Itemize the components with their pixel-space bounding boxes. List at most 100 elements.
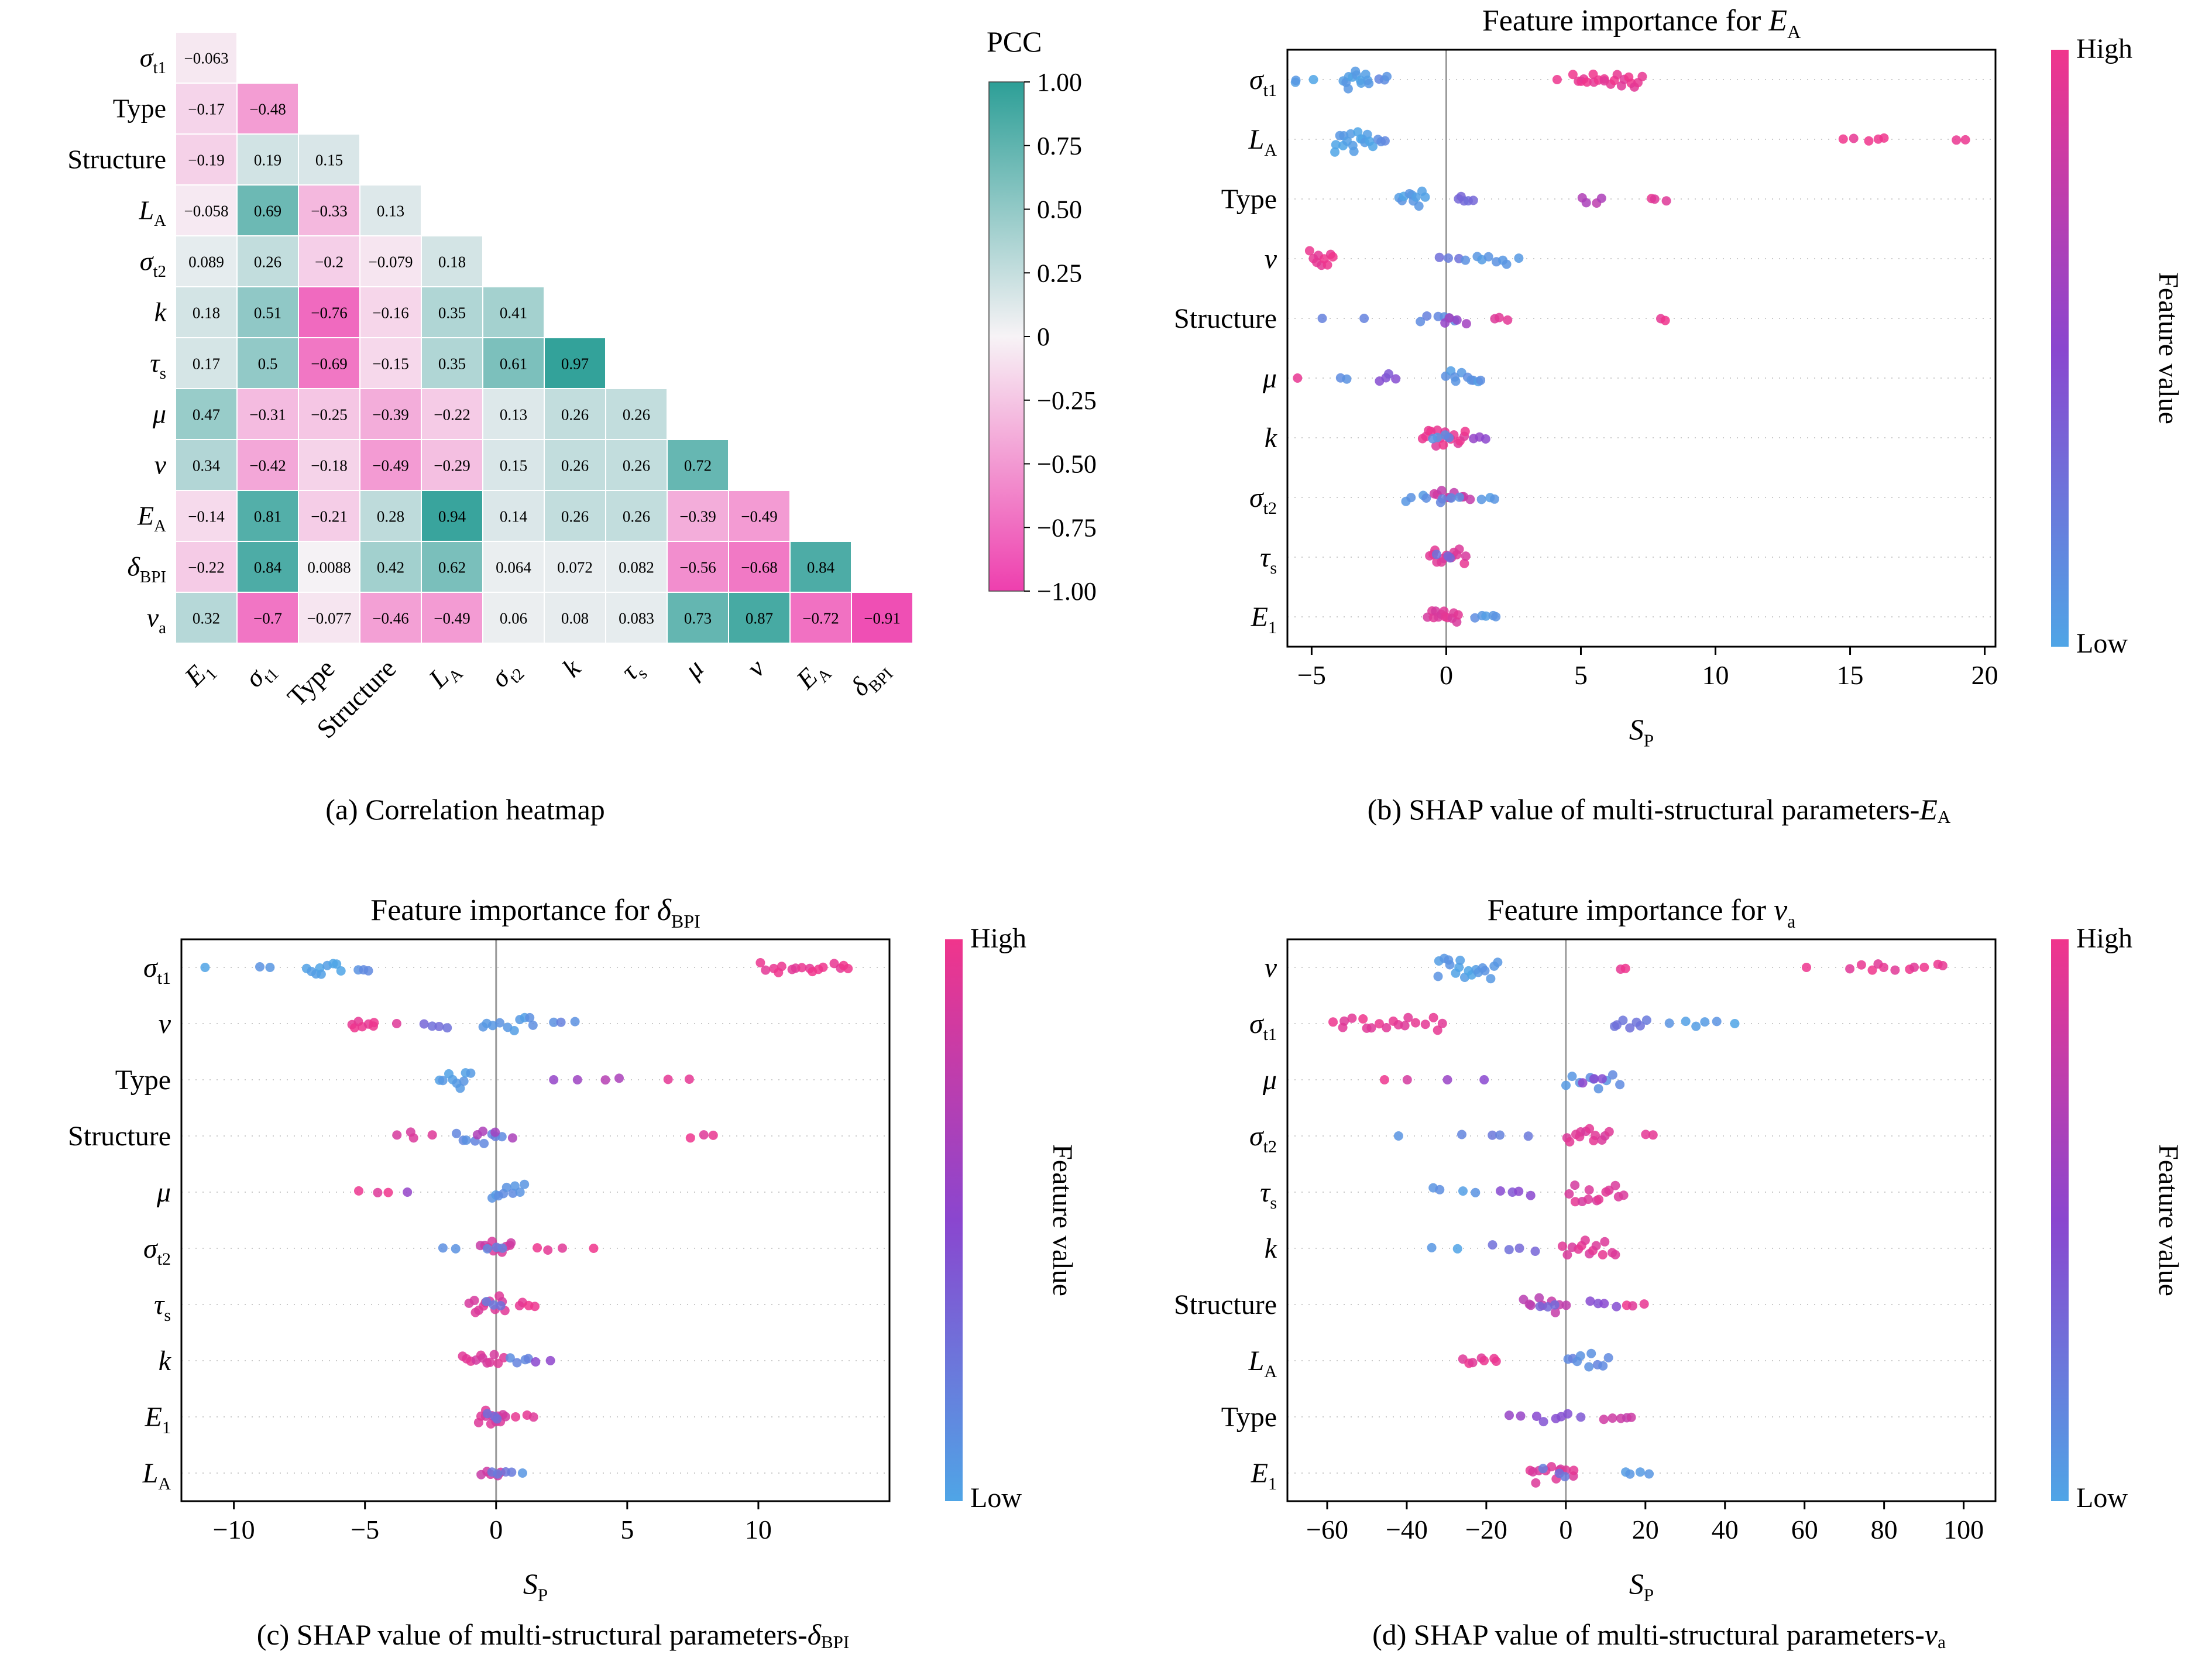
shap-point — [392, 1130, 402, 1140]
shap-point — [1960, 135, 1970, 145]
shap-point — [533, 1243, 542, 1253]
heatmap-cell — [236, 286, 299, 338]
heatmap-cell-value: −0.17 — [188, 101, 224, 118]
shap-point — [507, 1133, 517, 1143]
heatmap-cell-value: −0.063 — [184, 50, 229, 67]
shap-point — [1402, 1075, 1412, 1084]
shap-point — [1586, 1348, 1596, 1358]
heatmap-cell — [728, 490, 791, 542]
x-tick-label: 0 — [489, 1515, 503, 1544]
shap-point — [1460, 427, 1470, 437]
shap-point — [523, 1354, 533, 1364]
shap-beeswarm-va-chart: Feature importance for va v σt1 μ σt2 τs k Stru… — [1174, 894, 2184, 1605]
shap-point — [316, 969, 326, 979]
heatmap-cell-value: 0.18 — [438, 253, 466, 271]
feature-label: LA — [1248, 124, 1277, 160]
shap-point — [369, 1018, 379, 1028]
heatmap-cell-value: 0.064 — [496, 559, 531, 576]
shap-point — [1730, 1019, 1740, 1028]
heatmap-cell-value: 0.15 — [315, 152, 343, 169]
shap-point — [1489, 494, 1499, 504]
shap-point — [1451, 376, 1461, 386]
heatmap-cell — [851, 592, 913, 644]
shap-point — [1660, 315, 1670, 325]
caption-d: (d) SHAP value of multi-structural param… — [1372, 1618, 1946, 1653]
shap-point — [469, 1296, 479, 1305]
shap-point — [1563, 1409, 1573, 1419]
shap-point — [1291, 75, 1301, 85]
shap-point — [1644, 1469, 1654, 1479]
shap-point — [1452, 315, 1462, 325]
shap-point — [1346, 129, 1356, 139]
shap-point — [1639, 1299, 1649, 1309]
shap-point — [466, 1068, 476, 1078]
shap-point — [1368, 142, 1378, 152]
shap-point — [1591, 1131, 1600, 1141]
feature-value-colorbar — [2051, 50, 2069, 647]
shap-point — [600, 1075, 610, 1085]
caption-text: δ — [807, 1618, 821, 1651]
shap-point — [1599, 1299, 1609, 1309]
shap-point — [525, 1012, 535, 1022]
shap-point — [502, 1182, 511, 1192]
heatmap-row-label: LA — [138, 195, 166, 231]
heatmap-cell-value: −0.49 — [741, 508, 777, 526]
shap-point — [1491, 612, 1501, 622]
heatmap-cell — [421, 286, 483, 338]
shap-point — [520, 1179, 530, 1189]
shap-point — [1420, 192, 1430, 202]
shap-point — [497, 1132, 507, 1142]
shap-point — [434, 1022, 444, 1031]
shap-point — [1339, 1016, 1349, 1026]
heatmap-cell-value: 0.06 — [500, 610, 527, 627]
heatmap-cell — [175, 490, 238, 542]
x-tick-label: 15 — [1837, 660, 1864, 690]
caption-subscript: A — [1937, 806, 1951, 828]
heatmap-cell — [236, 337, 299, 389]
shap-point — [461, 1135, 471, 1145]
x-tick-label: 10 — [1702, 660, 1729, 690]
shap-point — [1454, 544, 1464, 554]
row-gridlines — [1287, 79, 1995, 617]
heatmap-cell — [236, 83, 299, 135]
shap-point — [549, 1075, 559, 1084]
shap-point — [1569, 1465, 1579, 1475]
heatmap-cell — [359, 592, 422, 644]
shap-point — [1514, 253, 1524, 263]
caption-subscript: BPI — [820, 1632, 850, 1653]
shap-point — [1890, 965, 1900, 975]
shap-point — [1400, 1021, 1410, 1031]
shap-point — [684, 1075, 694, 1084]
feature-label: σt2 — [1249, 1121, 1277, 1156]
heatmap-cell-value: 0.26 — [254, 253, 281, 271]
shap-point — [1514, 1243, 1524, 1253]
shap-point — [459, 1076, 469, 1086]
pcc-colorbar — [988, 81, 1025, 592]
shap-point — [1427, 1242, 1437, 1252]
shap-point — [452, 1128, 461, 1138]
shap-point — [1375, 1019, 1384, 1029]
shap-point — [1608, 1413, 1617, 1423]
shap-point — [507, 1467, 517, 1477]
caption-subscript: a — [1938, 1632, 1946, 1653]
shap-point — [1433, 1025, 1442, 1035]
heatmap-cell-value: −0.72 — [802, 610, 839, 627]
heatmap-cell — [482, 490, 545, 542]
shap-point — [1612, 1302, 1622, 1312]
pcc-tick-label: −0.75 — [1037, 513, 1097, 542]
shap-point — [1589, 1074, 1599, 1084]
shap-point — [1406, 493, 1416, 503]
heatmap-cell-value: 0.0088 — [307, 559, 351, 576]
shap-beeswarm-dbpi-chart: Feature importance for δBPI σt1 v Type Struc… — [68, 894, 1078, 1605]
feature-label: σt1 — [143, 952, 171, 988]
heatmap-cell — [544, 592, 606, 644]
caption-c: (c) SHAP value of multi-structural param… — [257, 1618, 849, 1653]
shap-point — [1504, 1245, 1514, 1255]
shap-point — [1366, 1023, 1376, 1033]
heatmap-cell-value: −0.15 — [372, 355, 408, 373]
shap-point — [1403, 1012, 1413, 1022]
shap-point — [1445, 960, 1455, 970]
heatmap-col-label: δBPI — [844, 653, 897, 705]
heatmap-cell-value: 0.87 — [746, 610, 773, 627]
heatmap-row-label: Type — [113, 94, 166, 123]
